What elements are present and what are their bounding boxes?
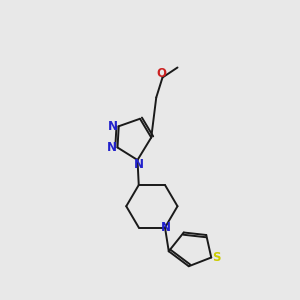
Text: N: N	[161, 221, 171, 234]
Text: O: O	[156, 67, 166, 80]
Text: N: N	[107, 141, 117, 154]
Text: S: S	[212, 251, 221, 264]
Text: N: N	[108, 120, 118, 133]
Text: N: N	[134, 158, 144, 172]
